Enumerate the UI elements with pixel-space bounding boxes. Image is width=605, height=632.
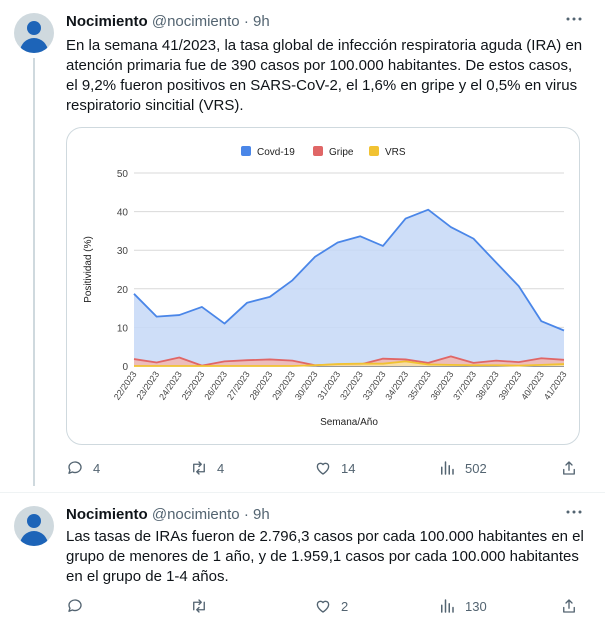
tweet-text: Las tasas de IRAs fueron de 2.796,3 caso…: [66, 528, 584, 585]
views-count: 130: [465, 598, 487, 614]
series-line-0: [133, 208, 565, 332]
legend-label-2: VRS: [385, 147, 406, 158]
legend-swatch-1: [313, 146, 323, 156]
avatar[interactable]: [14, 13, 54, 53]
y-axis-label: Positividad (%): [83, 236, 94, 303]
more-icon[interactable]: [565, 503, 583, 526]
timestamp[interactable]: 9h: [252, 506, 270, 523]
retweet-button[interactable]: 4: [190, 458, 224, 478]
avatar-head: [27, 21, 41, 35]
views-count: 502: [465, 460, 487, 476]
y-tick-label: 20: [117, 285, 129, 296]
positivity-chart: 0102030405022/202323/202324/202325/20232…: [83, 146, 569, 428]
author-handle[interactable]: @nocimiento: [151, 13, 240, 30]
share-button[interactable]: [560, 596, 578, 616]
y-tick-label: 0: [122, 362, 128, 373]
like-count: 2: [341, 598, 349, 614]
share-button[interactable]: [560, 458, 578, 478]
separator: ·: [243, 13, 249, 30]
retweet-button[interactable]: [190, 596, 217, 616]
retweet-icon: [193, 599, 205, 613]
reply-icon: [68, 461, 82, 474]
x-tick-label: 41/2023: [542, 369, 569, 401]
avatar[interactable]: [14, 506, 54, 546]
author-handle[interactable]: @nocimiento: [151, 506, 240, 523]
reply-button[interactable]: 4: [66, 458, 100, 478]
views-button[interactable]: 502: [438, 458, 487, 478]
retweet-count: 4: [217, 460, 225, 476]
avatar-head: [27, 514, 41, 528]
y-tick-label: 10: [117, 323, 129, 334]
reply-icon: [68, 599, 82, 612]
reply-count: 4: [93, 460, 101, 476]
action-bar: 4 4 14 502: [66, 458, 586, 478]
legend-label-0: Covd-19: [257, 147, 295, 158]
legend-swatch-2: [369, 146, 379, 156]
views-button[interactable]: 130: [438, 596, 487, 616]
reply-button[interactable]: [66, 596, 93, 616]
series-area-0: [134, 209, 564, 366]
action-bar: 2 130: [66, 596, 586, 616]
chart-image[interactable]: 0 10 20 30 40 50 22/2023 23/2023 24/2023 25/2023 2…: [66, 127, 580, 445]
share-icon: [563, 599, 575, 613]
author-name[interactable]: Nocimiento: [66, 506, 148, 523]
separator: ·: [243, 506, 249, 523]
legend-swatch-0: [241, 146, 251, 156]
like-button[interactable]: 14: [314, 458, 355, 478]
tweet-header: Nocimiento @nocimiento · 9h: [66, 506, 270, 524]
author-name[interactable]: Nocimiento: [66, 13, 148, 30]
avatar-body: [20, 531, 48, 546]
tweet-text: En la semana 41/2023, la tasa global de …: [66, 37, 583, 114]
y-tick-label: 30: [117, 246, 129, 257]
more-icon[interactable]: [565, 10, 583, 33]
tweet-header: Nocimiento @nocimiento · 9h: [66, 13, 270, 31]
tweet[interactable]: Nocimiento @nocimiento · 9h En la semana…: [0, 0, 605, 492]
timestamp[interactable]: 9h: [252, 13, 270, 30]
like-count: 14: [341, 460, 356, 476]
share-icon: [563, 461, 575, 475]
y-tick-label: 40: [117, 208, 129, 219]
y-tick-label: 50: [117, 169, 129, 180]
thread-line: [33, 58, 35, 486]
x-axis-label: Semana/Año: [320, 417, 378, 428]
series-line-2: [134, 360, 565, 367]
heart-icon: [316, 600, 330, 613]
heart-icon: [316, 462, 330, 475]
legend-label-1: Gripe: [329, 147, 354, 158]
like-button[interactable]: 2: [314, 596, 348, 616]
views-icon: [441, 599, 454, 613]
views-icon: [441, 461, 454, 475]
avatar-body: [20, 38, 48, 53]
retweet-icon: [193, 461, 205, 475]
tweet[interactable]: Nocimiento @nocimiento · 9h Las tasas de…: [0, 492, 605, 632]
